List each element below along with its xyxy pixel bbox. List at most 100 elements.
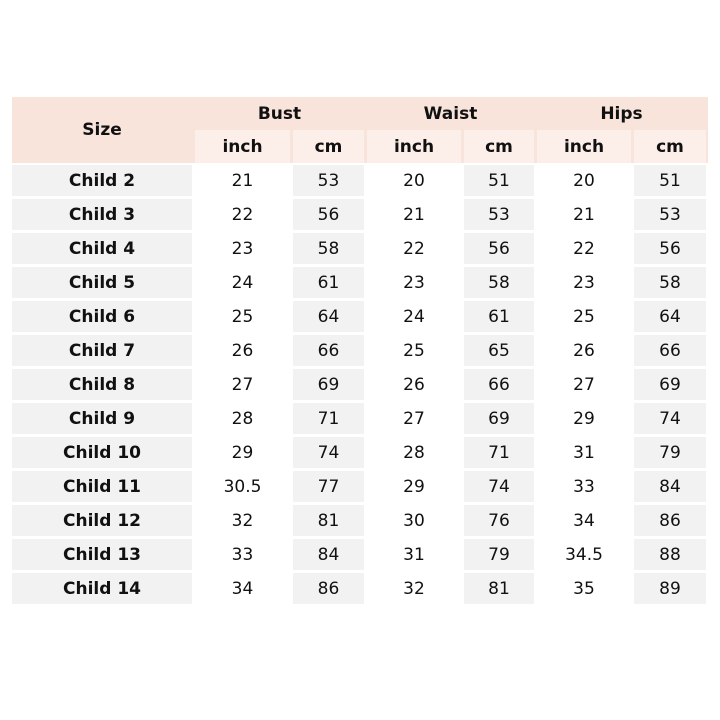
value-cell: 23 xyxy=(367,267,461,298)
table-row: Child 2 21 53 20 51 20 51 xyxy=(12,165,708,196)
value-cell: 69 xyxy=(293,369,364,400)
value-cell: 69 xyxy=(634,369,706,400)
value-cell: 34.5 xyxy=(537,539,631,570)
size-chart-table: Size Bust Waist Hips inch cm inch cm inc… xyxy=(12,97,708,604)
value-cell: 89 xyxy=(634,573,706,604)
table-header: Size Bust Waist Hips inch cm inch cm inc… xyxy=(12,97,708,163)
value-cell: 25 xyxy=(195,301,290,332)
value-cell: 53 xyxy=(464,199,534,230)
size-cell: Child 7 xyxy=(12,335,192,366)
value-cell: 22 xyxy=(537,233,631,264)
value-cell: 25 xyxy=(367,335,461,366)
value-cell: 58 xyxy=(634,267,706,298)
value-cell: 28 xyxy=(367,437,461,468)
value-cell: 53 xyxy=(293,165,364,196)
value-cell: 71 xyxy=(464,437,534,468)
value-cell: 71 xyxy=(293,403,364,434)
value-cell: 61 xyxy=(464,301,534,332)
value-cell: 66 xyxy=(634,335,706,366)
value-cell: 29 xyxy=(195,437,290,468)
value-cell: 31 xyxy=(367,539,461,570)
value-cell: 21 xyxy=(537,199,631,230)
value-cell: 23 xyxy=(537,267,631,298)
value-cell: 35 xyxy=(537,573,631,604)
header-hips: Hips xyxy=(600,103,643,124)
value-cell: 27 xyxy=(367,403,461,434)
value-cell: 21 xyxy=(195,165,290,196)
header-size: Size xyxy=(82,120,122,140)
table-row: Child 7 26 66 25 65 26 66 xyxy=(12,335,708,366)
value-cell: 21 xyxy=(367,199,461,230)
table-row: Child 11 30.5 77 29 74 33 84 xyxy=(12,471,708,502)
value-cell: 32 xyxy=(367,573,461,604)
value-cell: 76 xyxy=(464,505,534,536)
value-cell: 51 xyxy=(464,165,534,196)
size-cell: Child 5 xyxy=(12,267,192,298)
value-cell: 74 xyxy=(634,403,706,434)
table-row: Child 6 25 64 24 61 25 64 xyxy=(12,301,708,332)
value-cell: 20 xyxy=(537,165,631,196)
table-row: Child 8 27 69 26 66 27 69 xyxy=(12,369,708,400)
table-row: Child 9 28 71 27 69 29 74 xyxy=(12,403,708,434)
value-cell: 23 xyxy=(195,233,290,264)
size-cell: Child 4 xyxy=(12,233,192,264)
value-cell: 61 xyxy=(293,267,364,298)
value-cell: 79 xyxy=(464,539,534,570)
size-cell: Child 8 xyxy=(12,369,192,400)
value-cell: 34 xyxy=(195,573,290,604)
value-cell: 26 xyxy=(367,369,461,400)
header-unit: cm xyxy=(293,130,364,163)
value-cell: 27 xyxy=(195,369,290,400)
table-row: Child 12 32 81 30 76 34 86 xyxy=(12,505,708,536)
value-cell: 51 xyxy=(634,165,706,196)
value-cell: 77 xyxy=(293,471,364,502)
header-bust: Bust xyxy=(257,103,302,124)
value-cell: 69 xyxy=(464,403,534,434)
value-cell: 66 xyxy=(464,369,534,400)
value-cell: 56 xyxy=(634,233,706,264)
value-cell: 86 xyxy=(634,505,706,536)
value-cell: 31 xyxy=(537,437,631,468)
value-cell: 84 xyxy=(634,471,706,502)
value-cell: 34 xyxy=(537,505,631,536)
value-cell: 65 xyxy=(464,335,534,366)
value-cell: 64 xyxy=(634,301,706,332)
size-cell: Child 10 xyxy=(12,437,192,468)
value-cell: 53 xyxy=(634,199,706,230)
value-cell: 22 xyxy=(367,233,461,264)
value-cell: 24 xyxy=(195,267,290,298)
table-body: Child 2 21 53 20 51 20 51 Child 3 22 56 21 53 21 53 Ch… xyxy=(12,165,708,604)
value-cell: 20 xyxy=(367,165,461,196)
header-unit: inch xyxy=(367,130,461,163)
size-cell: Child 14 xyxy=(12,573,192,604)
value-cell: 64 xyxy=(293,301,364,332)
size-cell: Child 9 xyxy=(12,403,192,434)
header-unit: inch xyxy=(195,130,290,163)
value-cell: 27 xyxy=(537,369,631,400)
value-cell: 86 xyxy=(293,573,364,604)
value-cell: 56 xyxy=(293,199,364,230)
value-cell: 81 xyxy=(464,573,534,604)
header-waist: Waist xyxy=(423,103,478,124)
size-cell: Child 6 xyxy=(12,301,192,332)
header-unit: cm xyxy=(464,130,534,163)
header-unit: inch xyxy=(537,130,631,163)
value-cell: 58 xyxy=(293,233,364,264)
value-cell: 26 xyxy=(195,335,290,366)
value-cell: 28 xyxy=(195,403,290,434)
value-cell: 32 xyxy=(195,505,290,536)
value-cell: 22 xyxy=(195,199,290,230)
header-unit: cm xyxy=(634,130,706,163)
value-cell: 56 xyxy=(464,233,534,264)
table-row: Child 14 34 86 32 81 35 89 xyxy=(12,573,708,604)
size-cell: Child 3 xyxy=(12,199,192,230)
value-cell: 81 xyxy=(293,505,364,536)
value-cell: 79 xyxy=(634,437,706,468)
size-cell: Child 13 xyxy=(12,539,192,570)
table-row: Child 3 22 56 21 53 21 53 xyxy=(12,199,708,230)
table-row: Child 4 23 58 22 56 22 56 xyxy=(12,233,708,264)
table-row: Child 10 29 74 28 71 31 79 xyxy=(12,437,708,468)
value-cell: 58 xyxy=(464,267,534,298)
value-cell: 74 xyxy=(293,437,364,468)
value-cell: 29 xyxy=(537,403,631,434)
